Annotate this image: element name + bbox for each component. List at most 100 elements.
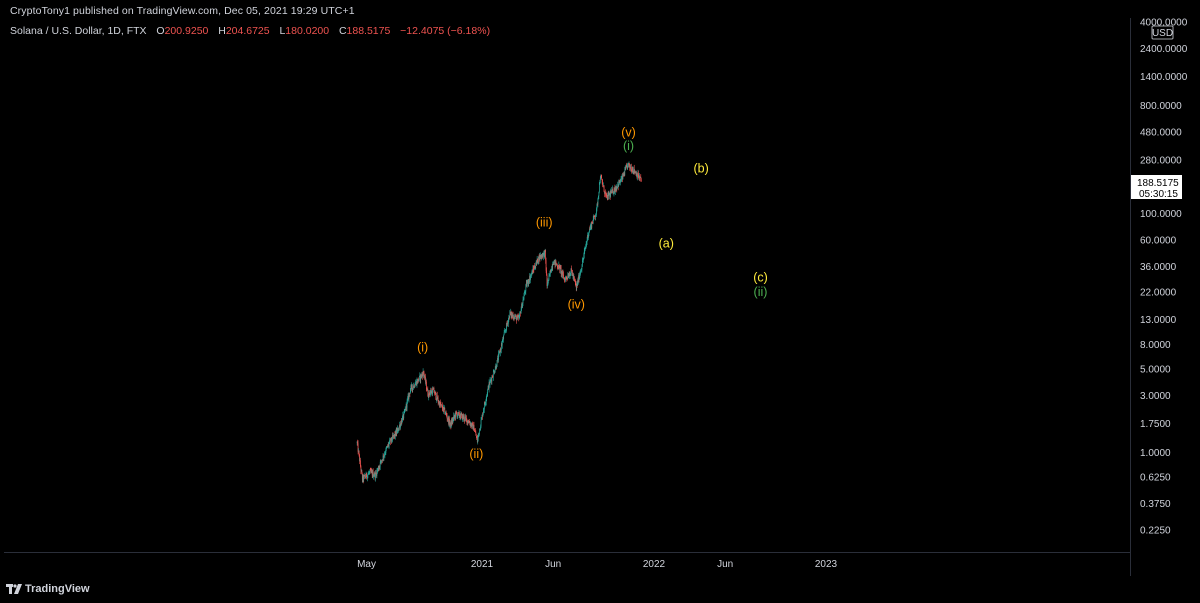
candle: [549, 270, 551, 277]
candle: [508, 317, 509, 328]
candle: [509, 310, 511, 319]
candle: [557, 263, 558, 270]
candle: [437, 396, 439, 401]
candle: [529, 274, 531, 281]
wave-label: (ii): [469, 447, 483, 461]
symbol-title[interactable]: Solana / U.S. Dollar, 1D, FTX: [10, 25, 147, 37]
candle: [525, 283, 527, 296]
candle: [578, 272, 580, 283]
wave-label: (iii): [536, 215, 553, 229]
candle: [553, 259, 555, 265]
candle: [596, 203, 598, 212]
candle: [610, 188, 611, 198]
candle: [460, 411, 462, 421]
candle: [556, 262, 558, 266]
candle: [539, 252, 540, 261]
candle: [591, 221, 593, 224]
price-tick-label: 3.0000: [1140, 391, 1171, 402]
candle: [432, 387, 434, 391]
candle: [542, 253, 544, 259]
candle: [399, 421, 400, 428]
candle: [401, 417, 402, 426]
tradingview-brand[interactable]: TradingView: [6, 583, 90, 595]
candle: [461, 412, 463, 416]
candle: [573, 274, 575, 281]
candle: [407, 396, 408, 404]
price-tick-label: 0.3750: [1140, 499, 1171, 510]
candle: [516, 314, 518, 319]
candle: [367, 474, 368, 482]
candle: [373, 474, 374, 480]
candles-layer: [356, 161, 642, 484]
candle: [598, 191, 600, 200]
candle: [575, 280, 577, 287]
candle: [592, 215, 594, 225]
candle: [594, 214, 596, 221]
candle: [521, 302, 523, 309]
candle: [391, 436, 393, 444]
candle: [609, 190, 611, 201]
candle: [583, 252, 585, 260]
candle: [421, 371, 423, 377]
candle: [484, 401, 486, 405]
candle: [377, 465, 379, 472]
candle: [623, 171, 625, 177]
candle: [533, 265, 534, 273]
price-tick-label: 5.0000: [1140, 365, 1171, 376]
candle: [433, 387, 434, 390]
candle: [417, 378, 419, 384]
last-price-value: 188.5175: [1137, 178, 1179, 189]
candle: [605, 193, 607, 198]
candle: [625, 164, 627, 168]
candle: [503, 329, 505, 336]
candle: [450, 420, 452, 430]
candle: [580, 268, 581, 276]
candle: [456, 412, 458, 419]
candle: [408, 392, 409, 401]
candle: [628, 161, 630, 168]
candle: [404, 406, 406, 413]
candle: [513, 314, 514, 321]
candle: [538, 256, 539, 265]
currency-badge[interactable]: USD: [1151, 25, 1174, 40]
candle: [439, 400, 440, 408]
time-axis[interactable]: May 2021 Jun 2022 Jun 2023: [357, 559, 837, 570]
candle: [623, 171, 625, 177]
candle: [638, 170, 639, 179]
candle: [433, 386, 435, 393]
candle: [619, 179, 620, 186]
candle: [523, 297, 524, 301]
candle: [527, 279, 529, 284]
candle: [582, 258, 584, 263]
candle: [501, 339, 503, 349]
candle: [473, 424, 474, 431]
candle: [634, 170, 636, 174]
candle: [465, 414, 467, 422]
candle: [387, 441, 389, 449]
candle: [394, 429, 396, 440]
candle: [522, 302, 523, 309]
price-tick-label: 100.0000: [1140, 209, 1182, 220]
candle: [461, 413, 463, 420]
candle: [538, 254, 540, 264]
candle: [495, 364, 497, 370]
candle: [365, 475, 366, 479]
candle: [448, 416, 449, 426]
candle: [493, 370, 495, 374]
candle: [519, 311, 521, 314]
candle: [445, 410, 447, 416]
candle: [418, 375, 420, 382]
price-axis[interactable]: 4000.0000 2400.0000 1400.0000 800.0000 480.0…: [1140, 18, 1188, 537]
candle: [416, 380, 417, 387]
candle: [429, 390, 431, 398]
candle: [417, 378, 418, 384]
candle: [525, 279, 527, 287]
candle: [377, 468, 378, 474]
candle: [517, 315, 519, 318]
candle: [471, 422, 472, 429]
candle: [411, 388, 413, 393]
candle: [359, 457, 361, 462]
candle: [535, 260, 537, 266]
candle: [636, 171, 637, 178]
